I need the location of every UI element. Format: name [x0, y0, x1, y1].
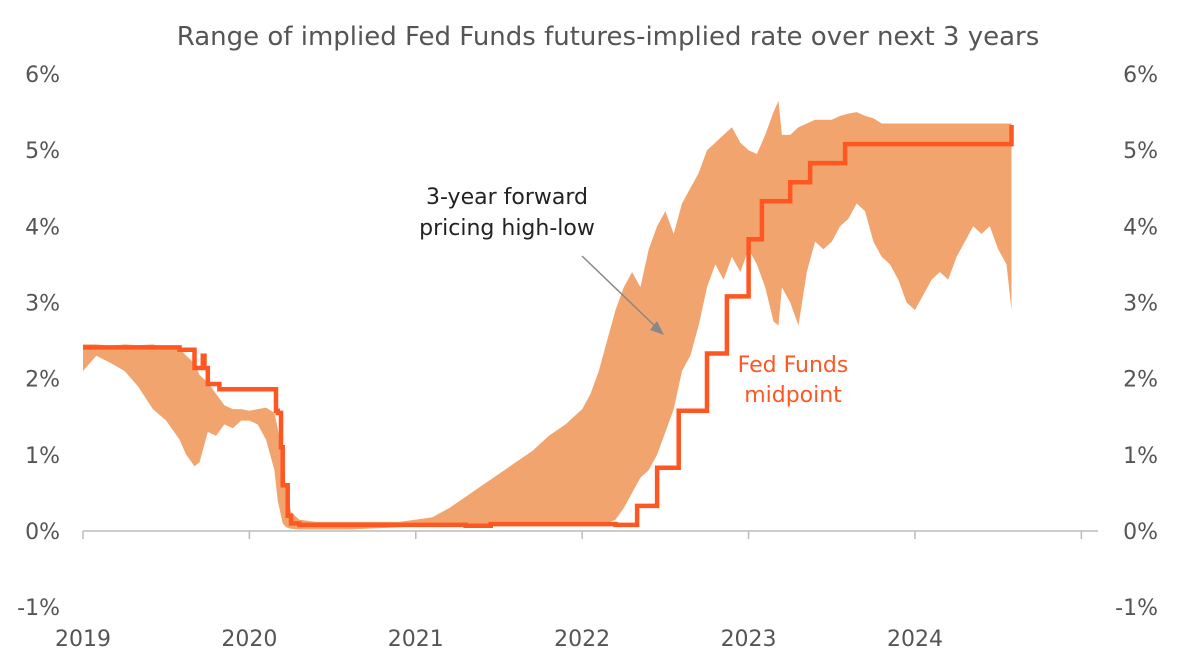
y-tick-label-right: 3% [1123, 292, 1158, 317]
y-tick-label-left: 6% [25, 63, 60, 88]
midpoint-label-line-1: Fed Funds [738, 353, 849, 378]
y-tick-label-left: 3% [25, 292, 60, 317]
band-annotation: 3-year forward pricing high-low [419, 185, 664, 335]
x-tick-label: 2021 [388, 627, 444, 652]
x-tick-label: 2022 [554, 627, 610, 652]
y-tick-label-right: 2% [1123, 368, 1158, 393]
x-tick-label: 2023 [721, 627, 777, 652]
y-tick-label-left: 0% [25, 520, 60, 545]
x-tick-label: 2019 [55, 627, 111, 652]
y-tick-label-right: -1% [1115, 596, 1158, 621]
x-tick-label: 2024 [887, 627, 943, 652]
fed-funds-midpoint-line [83, 125, 1014, 528]
x-axis-ticks [82, 531, 1083, 539]
y-tick-label-right: 1% [1123, 444, 1158, 469]
y-tick-label-left: 2% [25, 368, 60, 393]
annotation-arrow [581, 255, 658, 329]
x-tick-label: 2020 [221, 627, 277, 652]
y-tick-label-right: 6% [1123, 63, 1158, 88]
y-tick-label-left: 1% [25, 444, 60, 469]
y-tick-label-left: 4% [25, 215, 60, 240]
midpoint-label-line-2: midpoint [744, 383, 842, 408]
band-label-line-1: 3-year forward [426, 185, 588, 210]
band-area-high-low [83, 100, 1012, 530]
y-axis-right-tick-labels: -1% 0% 1% 2% 3% 4% 5% 6% [1115, 63, 1158, 621]
y-tick-label-left: 5% [25, 139, 60, 164]
annotation-arrowhead [650, 321, 664, 335]
band-label-line-2: pricing high-low [419, 216, 595, 241]
y-tick-label-right: 0% [1123, 520, 1158, 545]
x-axis-tick-labels: 2019 2020 2021 2022 2023 2024 [55, 627, 943, 652]
midpoint-annotation: Fed Funds midpoint [738, 353, 849, 408]
y-axis-left-tick-labels: -1% 0% 1% 2% 3% 4% 5% 6% [17, 63, 60, 621]
y-tick-label-left: -1% [17, 596, 60, 621]
y-tick-label-right: 5% [1123, 139, 1158, 164]
chart-title: Range of implied Fed Funds futures-impli… [177, 22, 1040, 52]
y-tick-label-right: 4% [1123, 215, 1158, 240]
